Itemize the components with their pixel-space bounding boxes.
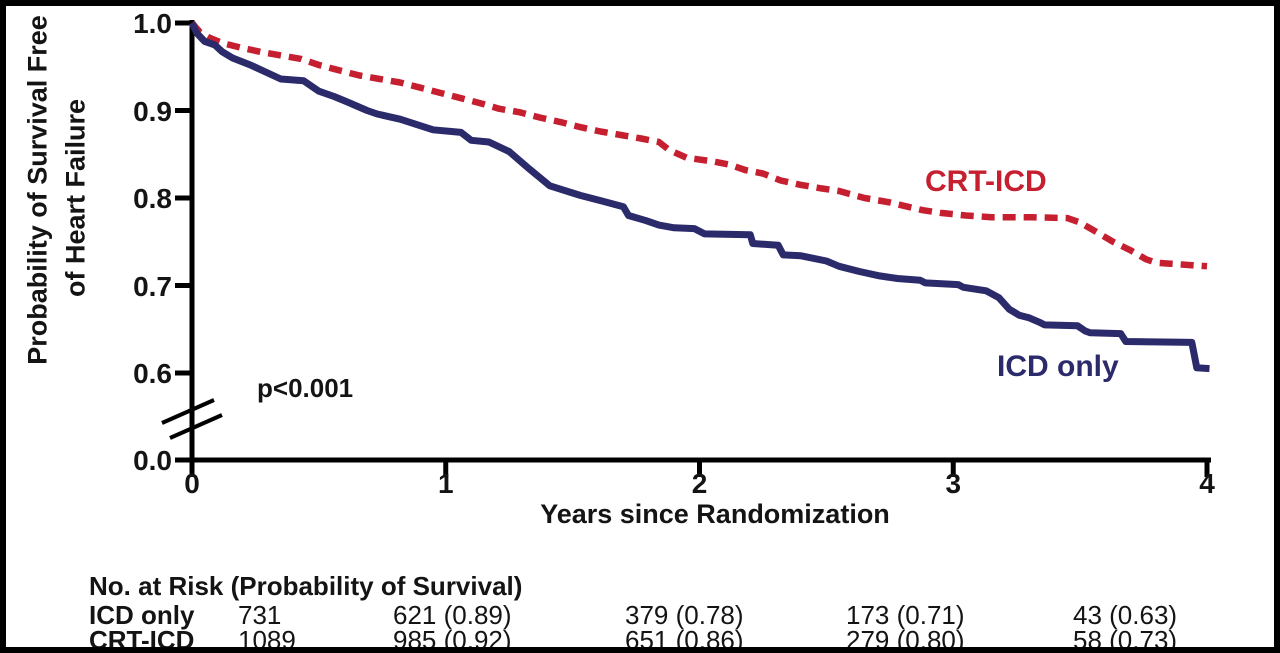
x-axis-title: Years since Randomization bbox=[540, 499, 890, 529]
risk-value: 731 bbox=[238, 600, 282, 630]
y-tick-label: 0.9 bbox=[133, 95, 172, 127]
risk-value: 173 (0.71) bbox=[846, 600, 965, 630]
risk-value: 651 (0.86) bbox=[625, 625, 744, 653]
y-axis-break bbox=[161, 398, 223, 440]
x-tick-label: 0 bbox=[184, 468, 200, 499]
risk-value: 58 (0.73) bbox=[1073, 625, 1178, 653]
x-tick-label: 2 bbox=[691, 468, 708, 499]
curve-crt-icd bbox=[189, 20, 1208, 270]
risk-value: 1089 bbox=[238, 625, 296, 653]
survival-curves bbox=[188, 20, 1210, 373]
p-value-annotation: p<0.001 bbox=[257, 373, 354, 403]
risk-row-label: CRT-ICD bbox=[89, 625, 195, 653]
y-tick-label: 0.8 bbox=[133, 183, 172, 214]
x-tick-label: 3 bbox=[945, 468, 962, 499]
risk-table-header: No. at Risk (Probability of Survival) bbox=[89, 571, 523, 601]
y-tick-label: 0.6 bbox=[133, 358, 172, 389]
risk-value: 985 (0.92) bbox=[393, 625, 512, 653]
risk-value: 43 (0.63) bbox=[1073, 600, 1178, 630]
axis-ticks bbox=[175, 20, 1210, 477]
risk-value: 279 (0.80) bbox=[846, 625, 965, 653]
x-tick-label: 1 bbox=[437, 468, 454, 499]
risk-value: 621 (0.89) bbox=[393, 600, 512, 630]
y-tick-label: 0.7 bbox=[133, 270, 172, 302]
axis-break-slash-1 bbox=[161, 398, 215, 425]
axis-break-slash-2 bbox=[169, 413, 223, 440]
series-label-crt-icd: CRT-ICD bbox=[925, 165, 1047, 198]
x-tick-label: 4 bbox=[1199, 468, 1215, 499]
y-tick-label: 0.0 bbox=[133, 445, 172, 476]
risk-value: 379 (0.78) bbox=[625, 600, 744, 630]
risk-row-label: ICD only bbox=[89, 600, 195, 630]
series-label-icd-only: ICD only bbox=[997, 350, 1119, 383]
curve-icd-only bbox=[188, 21, 1210, 373]
y-tick-label: 1.0 bbox=[133, 8, 172, 39]
